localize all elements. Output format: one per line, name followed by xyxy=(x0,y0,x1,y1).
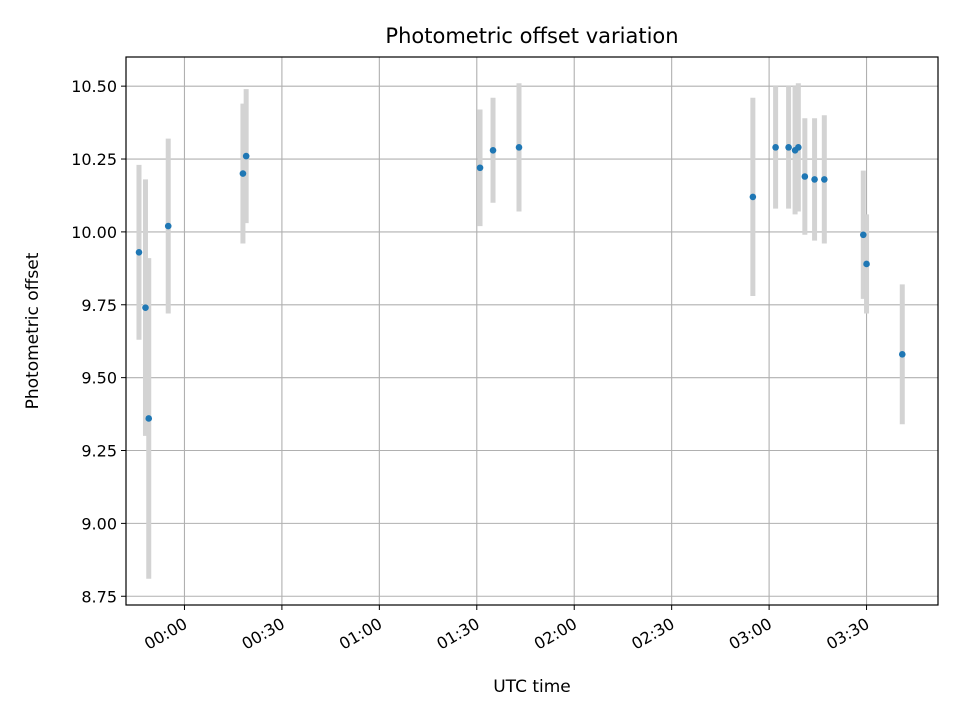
data-point xyxy=(135,248,143,256)
y-tick-label: 10.50 xyxy=(71,77,117,96)
data-point xyxy=(242,152,250,160)
x-axis-title: UTC time xyxy=(493,677,571,697)
data-point xyxy=(863,260,870,268)
y-tick-label: 8.75 xyxy=(81,587,117,606)
y-axis-title: Photometric offset xyxy=(23,252,43,409)
y-tick-label: 10.00 xyxy=(71,223,117,242)
data-point xyxy=(145,415,153,422)
y-tick-label: 9.00 xyxy=(81,514,117,533)
data-point xyxy=(859,231,867,239)
data-point xyxy=(898,351,906,358)
data-point xyxy=(164,222,172,230)
y-tick-label: 9.50 xyxy=(81,369,117,388)
y-tick-label: 9.25 xyxy=(81,442,117,461)
plot-frame xyxy=(125,56,939,606)
y-axis-ticks: 8.75 9.00 9.25 9.50 9.75 10.00 10.25 10.50 xyxy=(71,77,126,606)
data-point xyxy=(772,144,779,151)
y-tick-label: 10.25 xyxy=(71,150,117,169)
y-tick-label: 9.75 xyxy=(81,296,117,315)
chart-title: Photometric offset variation xyxy=(385,24,678,48)
data-point xyxy=(801,173,809,180)
data-points xyxy=(135,144,906,422)
data-point xyxy=(142,304,149,311)
data-point xyxy=(489,146,497,154)
data-point xyxy=(749,193,757,201)
data-point xyxy=(821,176,828,183)
data-point xyxy=(795,144,802,151)
data-point xyxy=(239,170,247,177)
data-point xyxy=(476,164,484,172)
data-point xyxy=(811,176,818,183)
data-point xyxy=(785,144,792,151)
data-point xyxy=(515,144,523,151)
